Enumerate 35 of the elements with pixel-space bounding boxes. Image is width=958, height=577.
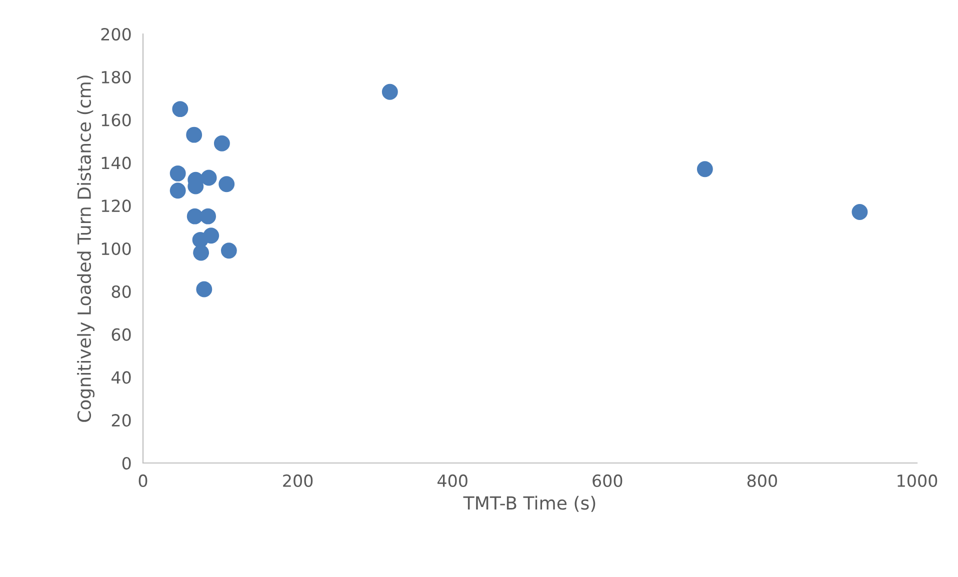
y-tick-label: 140: [102, 156, 131, 170]
y-tick-label: 200: [101, 28, 131, 41]
point: [193, 244, 210, 261]
y-axis-title: Cognitively Loaded Turn Distance (cm): [77, 76, 95, 422]
point: [172, 101, 188, 118]
point: [170, 165, 186, 182]
y-tick-label: 120: [102, 200, 131, 212]
point: [852, 204, 868, 220]
point: [186, 208, 203, 224]
y-tick-label: 80: [112, 285, 131, 298]
point: [192, 232, 208, 248]
point: [382, 84, 398, 100]
x-tick-label: 600: [592, 474, 622, 488]
point: [696, 161, 713, 178]
point: [196, 281, 212, 298]
x-tick-label: 800: [747, 474, 777, 488]
point: [200, 170, 217, 186]
point: [186, 126, 202, 143]
x-tick-label: 200: [283, 474, 313, 488]
point: [218, 176, 235, 192]
y-tick-label: 40: [111, 371, 131, 384]
point: [220, 242, 237, 259]
y-tick-label: 180: [102, 70, 131, 84]
y-tick-label: 160: [102, 114, 131, 126]
y-tick-label: 0: [122, 456, 131, 470]
y-tick-label: 20: [112, 414, 131, 427]
point: [214, 135, 230, 152]
point: [200, 208, 216, 224]
x-tick-label: 1000: [898, 474, 938, 488]
y-tick-label: 60: [112, 328, 131, 341]
x-tick-label: 0: [138, 474, 148, 488]
x-tick-label: 400: [438, 474, 468, 488]
point: [170, 182, 186, 199]
y-tick-label: 100: [102, 242, 131, 256]
x-axis-title: TMT-B Time (s): [463, 496, 596, 512]
